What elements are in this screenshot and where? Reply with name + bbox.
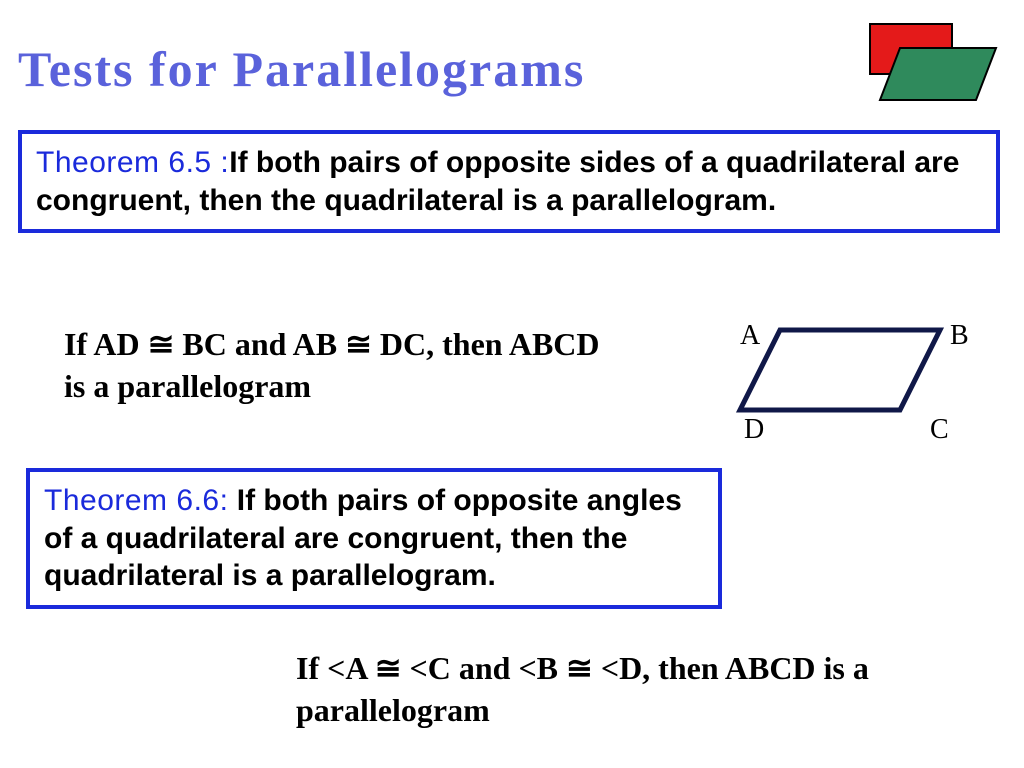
decor-shapes-icon [864, 18, 1004, 108]
vertex-B-label: B [950, 320, 969, 352]
condition-1-text: If AD ≅ BC and AB ≅ DC, then ABCD is a p… [64, 324, 624, 407]
page-title: Tests for Parallelograms [18, 40, 585, 98]
condition-2-text: If <A ≅ <C and <B ≅ <D, then ABCD is a p… [296, 648, 936, 731]
vertex-C-label: C [930, 414, 949, 446]
parallelogram-shape [740, 330, 940, 410]
theorem-6-5-label: Theorem 6.5 : [36, 146, 229, 179]
header-decor [864, 18, 1004, 108]
vertex-D-label: D [744, 414, 764, 446]
theorem-box-6-5: Theorem 6.5 :If both pairs of opposite s… [18, 130, 1000, 233]
decor-parallelogram [880, 48, 996, 100]
theorem-6-6-label: Theorem 6.6: [44, 484, 228, 517]
parallelogram-diagram: A B C D [720, 312, 980, 462]
theorem-box-6-6: Theorem 6.6: If both pairs of opposite a… [26, 468, 722, 609]
vertex-A-label: A [740, 320, 760, 352]
